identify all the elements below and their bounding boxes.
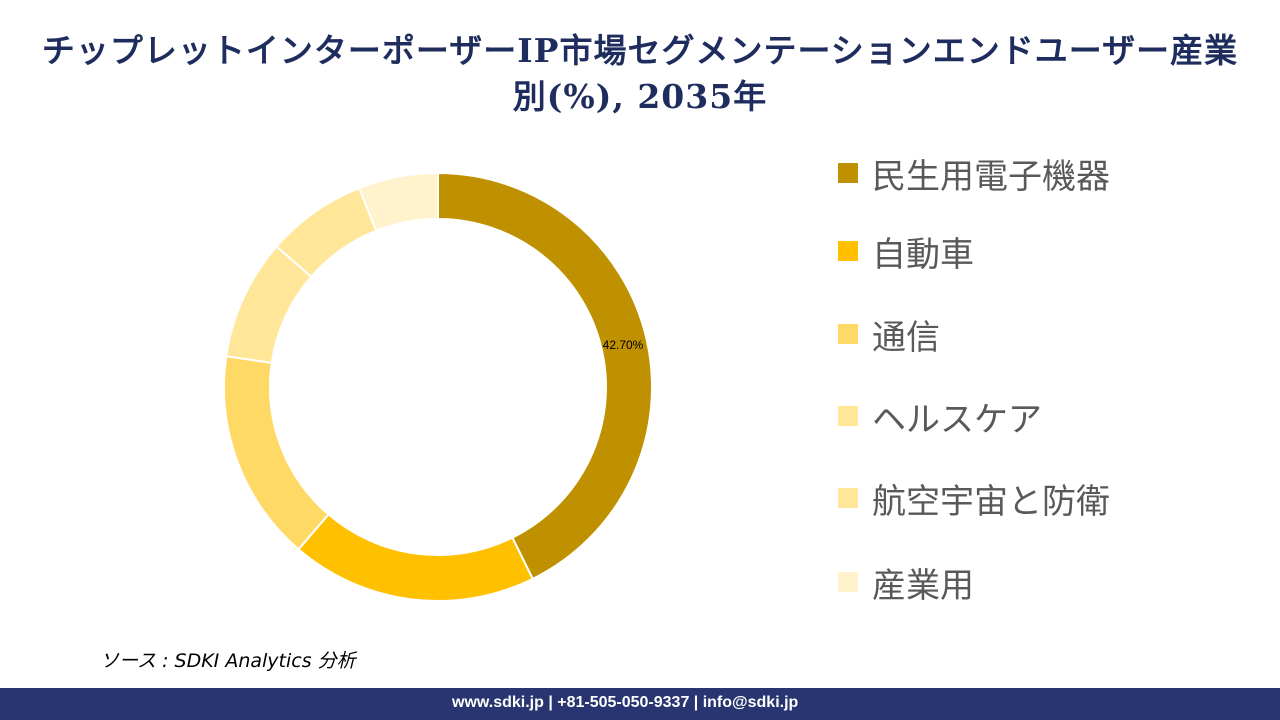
legend-item: 自動車: [838, 226, 974, 276]
legend-swatch: [838, 163, 858, 183]
legend-item: 航空宇宙と防衛: [838, 473, 1110, 523]
donut-segment-2: [297, 512, 535, 602]
legend-swatch: [838, 572, 858, 592]
source-note: ソース : SDKI Analytics 分析: [100, 650, 356, 672]
chart-title: チップレットインターポーザーIP市場セグメンテーションエンドユーザー産業別(%)…: [41, 31, 1239, 116]
legend-swatch: [838, 324, 858, 344]
legend-item: 民生用電子機器: [838, 148, 1110, 198]
legend-swatch: [838, 488, 858, 508]
legend-label: 航空宇宙と防衛: [872, 481, 1110, 522]
footer-contact: www.sdki.jp | +81-505-050-9337 | info@sd…: [452, 694, 799, 711]
donut-segment-3: [223, 355, 330, 551]
legend-label: 産業用: [872, 565, 974, 606]
legend-label: ヘルスケア: [872, 399, 1042, 440]
legend-item: 通信: [838, 309, 940, 359]
donut-segment-6: [357, 171, 439, 233]
donut-segment-1: [437, 171, 653, 581]
legend-label: 通信: [872, 317, 940, 358]
legend-swatch: [838, 406, 858, 426]
data-label: 42.70%: [603, 338, 644, 352]
legend-item: ヘルスケア: [838, 391, 1042, 441]
legend-swatch: [838, 241, 858, 261]
legend-label: 民生用電子機器: [872, 156, 1110, 197]
legend-label: 自動車: [872, 234, 974, 275]
footer-bar: www.sdki.jp | +81-505-050-9337 | info@sd…: [0, 688, 1280, 720]
legend-item: 産業用: [838, 557, 974, 607]
